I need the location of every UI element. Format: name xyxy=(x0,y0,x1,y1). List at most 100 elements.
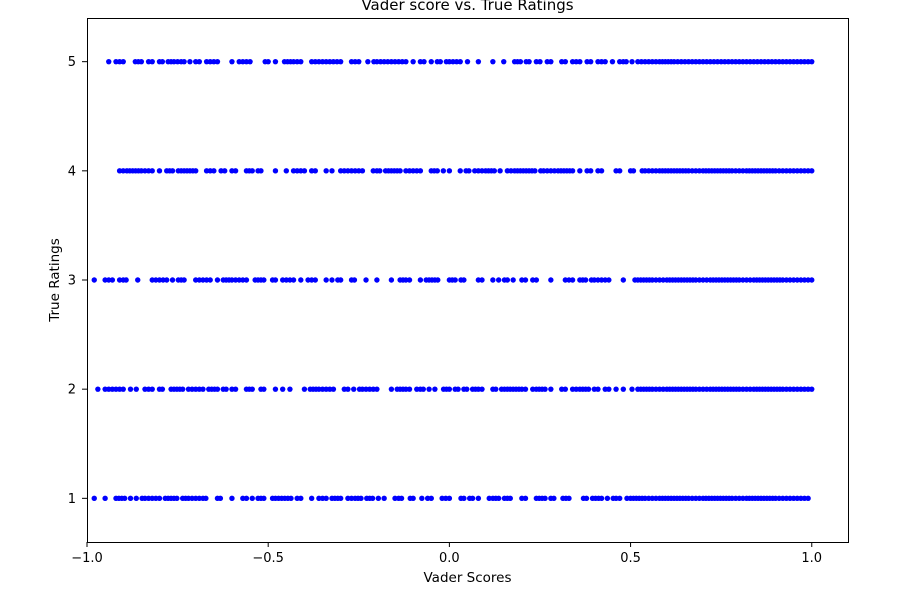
data-point xyxy=(493,386,499,392)
data-point xyxy=(159,58,166,65)
data-point xyxy=(229,495,235,502)
data-point xyxy=(200,386,206,392)
data-point xyxy=(620,277,627,283)
data-point xyxy=(588,58,594,65)
data-point xyxy=(265,58,271,65)
data-point xyxy=(193,168,199,174)
data-point xyxy=(548,386,554,392)
data-point xyxy=(501,58,507,65)
data-point xyxy=(287,386,293,392)
data-point xyxy=(809,386,815,392)
y-tick-label: 5 xyxy=(68,55,76,70)
data-point xyxy=(809,168,815,174)
data-point xyxy=(569,168,576,174)
data-point xyxy=(138,58,145,65)
data-point xyxy=(207,277,213,283)
data-point xyxy=(232,168,239,174)
data-point xyxy=(359,168,366,174)
data-point xyxy=(620,386,627,392)
data-point xyxy=(475,495,482,502)
data-point xyxy=(243,495,250,502)
data-point xyxy=(377,168,383,174)
data-point xyxy=(479,386,485,392)
data-point xyxy=(562,386,569,392)
data-point xyxy=(279,386,286,392)
data-point xyxy=(120,58,126,65)
data-point xyxy=(156,168,163,174)
data-point xyxy=(522,277,529,283)
data-point xyxy=(323,495,329,502)
data-point xyxy=(595,386,601,392)
data-point xyxy=(475,58,482,65)
data-point xyxy=(417,277,424,283)
data-point xyxy=(272,277,279,283)
data-point xyxy=(629,58,635,65)
data-point xyxy=(91,277,97,283)
data-point xyxy=(356,58,362,65)
data-point xyxy=(298,277,304,283)
data-point xyxy=(323,168,329,174)
y-tick-label: 1 xyxy=(68,492,76,507)
data-point xyxy=(532,168,538,174)
data-point xyxy=(604,495,611,502)
data-point xyxy=(522,495,529,502)
data-point xyxy=(469,495,476,502)
data-point xyxy=(455,386,461,392)
data-point xyxy=(602,58,608,65)
data-point xyxy=(403,58,409,65)
data-point xyxy=(606,386,612,392)
data-point xyxy=(351,277,358,283)
data-point xyxy=(630,168,637,174)
data-point xyxy=(261,277,267,283)
data-point xyxy=(375,495,382,502)
data-point xyxy=(283,168,290,174)
y-tick-label: 2 xyxy=(68,383,76,398)
data-point xyxy=(588,168,594,174)
data-point xyxy=(548,58,554,65)
y-tick-label: 3 xyxy=(68,274,76,289)
data-point xyxy=(428,58,434,65)
data-point xyxy=(214,386,221,392)
data-point xyxy=(434,168,440,174)
data-point xyxy=(466,168,472,174)
data-point xyxy=(542,495,548,502)
data-point xyxy=(345,386,351,392)
data-point xyxy=(261,495,267,502)
data-point xyxy=(301,386,308,392)
data-point xyxy=(169,168,176,174)
data-point xyxy=(123,277,129,283)
data-point xyxy=(428,495,434,502)
data-point xyxy=(504,277,511,283)
data-point xyxy=(809,58,815,65)
data-point xyxy=(583,495,590,502)
data-point xyxy=(533,277,540,283)
series-rating-2 xyxy=(95,386,815,392)
data-point xyxy=(419,495,425,502)
data-point xyxy=(91,495,97,502)
data-point xyxy=(149,58,155,65)
data-point xyxy=(95,386,101,392)
points-layer xyxy=(91,58,815,502)
data-point xyxy=(298,495,304,502)
data-point xyxy=(410,495,416,502)
data-point xyxy=(542,386,548,392)
data-point xyxy=(562,58,569,65)
data-point xyxy=(457,168,463,174)
data-point xyxy=(109,277,116,283)
data-point xyxy=(149,168,155,174)
data-point xyxy=(243,277,250,283)
data-point xyxy=(432,386,438,392)
data-point xyxy=(522,386,529,392)
data-point xyxy=(548,277,554,283)
data-point xyxy=(298,58,304,65)
data-point xyxy=(497,168,503,174)
data-point xyxy=(510,277,516,283)
data-point xyxy=(249,495,255,502)
data-point xyxy=(609,58,616,65)
x-tick-label: −0.5 xyxy=(252,551,284,566)
data-point xyxy=(337,277,344,283)
data-point xyxy=(397,168,403,174)
data-point xyxy=(452,277,458,283)
data-point xyxy=(272,58,279,65)
